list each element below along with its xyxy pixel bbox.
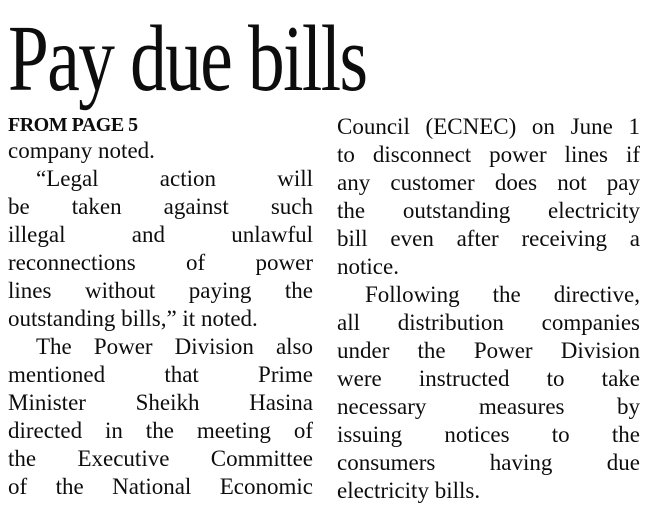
article-line: Minister Sheikh Hasina: [8, 390, 313, 415]
article-line: issuing notices to the: [337, 422, 640, 447]
article-line: “Legal action will: [36, 166, 313, 191]
article-line: outstanding bills,” it noted.: [8, 306, 258, 331]
article-line: illegal and unlawful: [8, 222, 313, 247]
from-page-kicker: FROM PAGE 5: [8, 114, 138, 136]
article-line: Following the directive,: [365, 282, 640, 307]
article-line: of the National Economic: [8, 474, 313, 499]
article-line: company noted.: [8, 138, 155, 163]
article-line: mentioned that Prime: [8, 362, 313, 387]
article-line: lines without paying the: [8, 278, 313, 303]
article-line: the outstanding electricity: [337, 198, 640, 223]
article-column-left: company noted. “Legal action will be taken…: [8, 137, 313, 501]
article-line: to disconnect power lines if: [337, 142, 640, 167]
article-line: all distribution companies: [337, 310, 640, 335]
article-line: Council (ECNEC) on June 1: [337, 114, 640, 139]
article-line: reconnections of power: [8, 250, 313, 275]
article-line: bill even after receiving a: [337, 226, 640, 251]
article-line: The Power Division also: [36, 334, 313, 359]
article-line: the Executive Committee: [8, 446, 313, 471]
article-line: under the Power Division: [337, 338, 640, 363]
article-line: electricity bills.: [337, 478, 481, 503]
article-line: consumers having due: [337, 450, 640, 475]
article-line: directed in the meeting of: [8, 418, 313, 443]
article-line: be taken against such: [8, 194, 313, 219]
article-line: necessary measures by: [337, 394, 640, 419]
article-line: notice.: [337, 254, 399, 279]
article-column-right: Council (ECNEC) on June 1 to disconnect p…: [337, 113, 640, 505]
article-line: were instructed to take: [337, 366, 640, 391]
article-line: any customer does not pay: [337, 170, 640, 195]
article-headline: Pay due bills: [8, 7, 368, 111]
